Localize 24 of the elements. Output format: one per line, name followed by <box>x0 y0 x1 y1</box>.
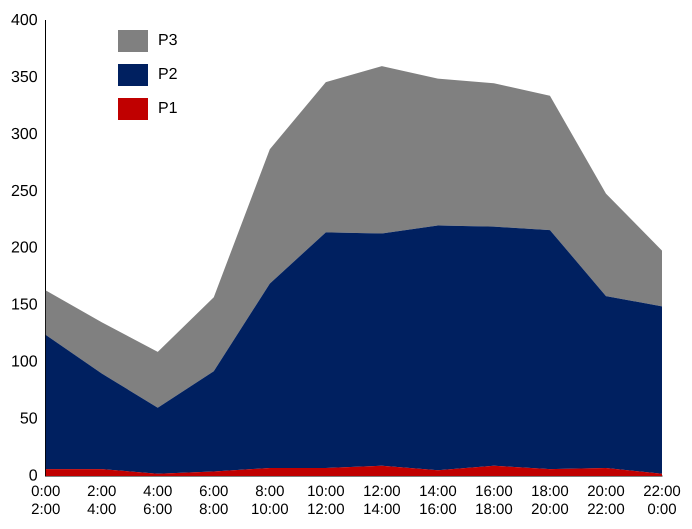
x-tick-label: 10:00 12:00 <box>307 483 345 518</box>
legend-label: P3 <box>158 32 178 50</box>
y-tick-label: 350 <box>10 68 38 86</box>
x-tick-label: 18:00 20:00 <box>531 483 569 518</box>
x-tick-label: 4:00 6:00 <box>143 483 172 518</box>
x-tick-label: 6:00 8:00 <box>199 483 228 518</box>
y-tick-label: 100 <box>10 354 38 371</box>
y-tick-label: 0 <box>28 467 38 484</box>
y-tick-label: 400 <box>10 12 38 30</box>
x-tick-label: 2:00 4:00 <box>87 483 116 518</box>
y-tick-label: 300 <box>10 126 38 143</box>
x-tick-label: 0:00 2:00 <box>31 483 60 518</box>
x-tick-label: 16:00 18:00 <box>475 483 513 518</box>
y-tick-label: 150 <box>10 296 38 314</box>
y-tick-label: 200 <box>10 240 38 257</box>
x-tick-label: 8:00 10:00 <box>251 483 289 518</box>
y-tick-label: 50 <box>20 410 38 428</box>
legend-label: P1 <box>158 100 178 118</box>
x-tick-label: 14:00 16:00 <box>419 483 457 518</box>
legend-label: P2 <box>158 66 178 84</box>
y-tick-label: 250 <box>10 182 38 200</box>
x-tick-label: 22:00 0:00 <box>643 483 681 518</box>
x-tick-label: 12:00 14:00 <box>363 483 401 518</box>
x-tick-label: 20:00 22:00 <box>587 483 625 518</box>
